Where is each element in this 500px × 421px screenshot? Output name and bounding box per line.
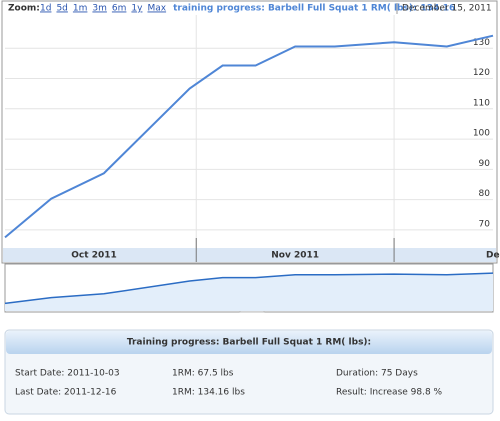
- zoom-option[interactable]: 3m: [92, 4, 107, 14]
- navigator-line: [4, 272, 494, 305]
- chart-frame: [1, 0, 498, 264]
- summary-cell: Last Date: 2011-12-16: [15, 388, 117, 398]
- y-tick-label: 90: [479, 159, 491, 169]
- summary-cell: Start Date: 2011-10-03: [15, 369, 120, 379]
- summary-title: Training progress: Barbell Full Squat 1 …: [127, 338, 371, 348]
- legend-name: training progress: Barbell Full Squat 1 …: [173, 4, 416, 14]
- y-tick-label: 100: [473, 129, 490, 139]
- x-tick-label: Dec 2011: [486, 251, 500, 261]
- y-tick-label: 80: [479, 189, 491, 199]
- x-tick-label: Nov 2011: [271, 251, 319, 261]
- zoom-option[interactable]: 1d: [40, 4, 51, 14]
- y-tick-label: 130: [473, 38, 490, 48]
- zoom-label: Zoom:: [8, 4, 40, 14]
- zoom-option[interactable]: 5d: [56, 4, 67, 14]
- zoom-option[interactable]: 1y: [131, 4, 143, 14]
- y-tick-label: 70: [479, 219, 491, 229]
- legend-value: 134.16: [421, 4, 456, 14]
- zoom-option[interactable]: 1m: [73, 4, 88, 14]
- navigator-area: [5, 273, 493, 311]
- y-tick-label: 110: [473, 98, 490, 108]
- summary-cell: Duration: 75 Days: [336, 369, 418, 379]
- summary-cell: 1RM: 134.16 lbs: [172, 388, 245, 398]
- legend-date: December 15, 2011: [402, 4, 492, 14]
- summary-header: [6, 331, 492, 354]
- line: [4, 34, 494, 239]
- x-axis-band: [3, 248, 496, 262]
- zoom-option[interactable]: 6m: [112, 4, 127, 14]
- x-tick-label: Oct 2011: [71, 251, 116, 261]
- zoom-option[interactable]: Max: [147, 4, 166, 14]
- summary-cell: 1RM: 67.5 lbs: [172, 369, 234, 379]
- y-tick-label: 120: [473, 68, 490, 78]
- summary-cell: Result: Increase 98.8 %: [336, 388, 443, 398]
